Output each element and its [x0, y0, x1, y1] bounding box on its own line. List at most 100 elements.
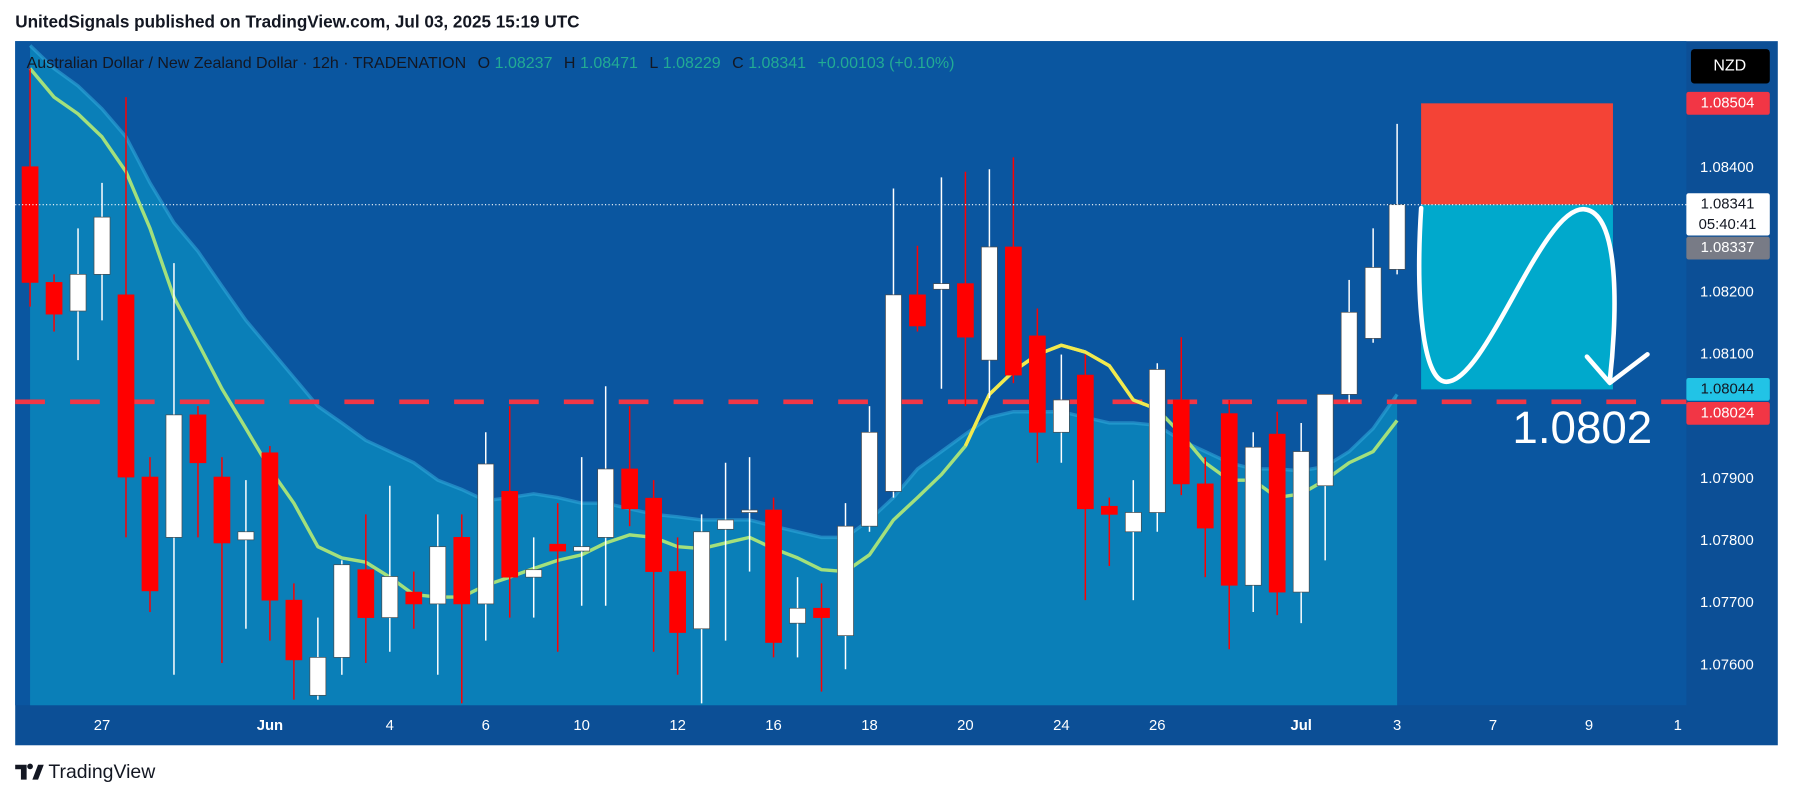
x-tick-label: 1	[1674, 718, 1682, 734]
y-tick-label: 1.08400	[1700, 160, 1754, 176]
candle-body	[1196, 483, 1214, 529]
candle-body	[717, 519, 734, 530]
x-tick-label: 27	[94, 718, 111, 734]
candle-body	[1100, 505, 1118, 515]
x-tick-label: 3	[1393, 718, 1401, 734]
band-area	[30, 45, 1398, 706]
candle-body	[69, 273, 87, 312]
candle-body	[1340, 311, 1358, 395]
candle-body	[357, 569, 375, 618]
candle-body	[1244, 446, 1262, 586]
x-tick-label: 18	[861, 718, 878, 734]
moving-average-highlight	[963, 343, 1158, 447]
moving-average	[28, 67, 1399, 599]
price-tag-label: 1.08044	[1701, 381, 1755, 397]
candle-body	[1388, 204, 1406, 270]
y-tick-label: 1.08200	[1700, 284, 1754, 300]
price-tag	[1686, 193, 1770, 236]
candle-body	[981, 246, 998, 361]
change: +0.00103 (+0.10%)	[817, 55, 954, 72]
candle-body	[477, 463, 495, 605]
candle-body	[957, 283, 974, 338]
candle-body	[261, 452, 279, 601]
candle-body	[405, 591, 423, 605]
candle-body	[765, 509, 782, 643]
candle-body	[213, 476, 231, 544]
x-tick-label: 7	[1489, 718, 1497, 734]
candle-body	[21, 166, 39, 283]
candle-body	[621, 468, 638, 510]
candle-body	[693, 531, 710, 630]
candle-body	[165, 414, 183, 538]
candle-body	[813, 607, 830, 618]
candle-body	[525, 569, 543, 578]
plot	[15, 44, 1687, 706]
candle-body	[1005, 246, 1022, 376]
price-tag-label: 1.08504	[1701, 95, 1755, 111]
candle-body	[909, 294, 926, 327]
y-tick-label: 1.07800	[1700, 533, 1754, 549]
candle-body	[93, 216, 111, 275]
ohlc-key: C	[732, 55, 744, 72]
x-tick-label: 6	[482, 718, 490, 734]
countdown: 05:40:41	[1699, 217, 1757, 233]
candle-body	[933, 283, 950, 290]
candle-body	[573, 546, 591, 552]
candle-body	[453, 537, 471, 605]
currency: NZD	[1713, 58, 1746, 75]
header-text: UnitedSignals published on TradingView.c…	[15, 11, 579, 31]
candle-body	[837, 525, 854, 636]
candle-body	[861, 431, 878, 527]
candle-body	[645, 497, 662, 572]
drawn-arrow	[1416, 205, 1650, 386]
candle-body	[1029, 335, 1046, 433]
band-edge	[28, 44, 1399, 540]
ohlc-key: L	[649, 55, 658, 72]
ohlc-key: H	[564, 55, 576, 72]
candle-body	[1220, 413, 1238, 586]
candle-body	[597, 468, 615, 538]
candle-body	[237, 531, 255, 541]
y-tick-label: 1.08100	[1700, 346, 1754, 362]
x-tick-label: 4	[386, 718, 394, 734]
x-tick-label: 24	[1053, 718, 1070, 734]
x-tick-label: Jun	[257, 718, 283, 734]
candle-body	[381, 576, 399, 618]
price-tag-label: 1.08341	[1701, 197, 1755, 213]
candle-body	[45, 282, 63, 315]
candle-body	[741, 509, 758, 513]
y-tick-label: 1.07600	[1700, 657, 1754, 673]
footer-brand: TradingView	[48, 761, 156, 783]
ohlc-value: 1.08237	[495, 55, 553, 72]
x-tick-label: 10	[573, 718, 590, 734]
y-tick-label: 1.07900	[1700, 471, 1754, 487]
ohlc-key: O	[478, 55, 490, 72]
candle-body	[189, 414, 207, 464]
currency-badge[interactable]	[1690, 49, 1770, 84]
x-tick-label: 20	[957, 718, 974, 734]
candle-body	[117, 294, 135, 478]
candle-body	[309, 657, 327, 696]
price-tag	[1686, 91, 1770, 115]
x-tick-label: 12	[669, 718, 686, 734]
candle-body	[669, 571, 686, 633]
x-tick-label: Jul	[1290, 718, 1311, 734]
price-tag	[1686, 377, 1770, 401]
symbol-title: Australian Dollar / New Zealand Dollar ·…	[27, 55, 467, 72]
price-tag-label: 1.08337	[1701, 240, 1755, 256]
candle-body	[1076, 374, 1094, 510]
x-tick-label: 9	[1585, 718, 1593, 734]
candle-body	[549, 543, 567, 552]
ohlc-value: 1.08341	[748, 55, 806, 72]
candle-body	[1316, 394, 1334, 487]
candle-body	[1172, 399, 1190, 485]
price-tag	[1686, 236, 1770, 260]
x-tick-label: 26	[1149, 718, 1166, 734]
candle-body	[1053, 399, 1070, 433]
candle-body	[333, 564, 351, 658]
candle-body	[141, 476, 159, 592]
annotation: 1.0802	[1512, 402, 1652, 453]
candle-body	[501, 491, 519, 578]
